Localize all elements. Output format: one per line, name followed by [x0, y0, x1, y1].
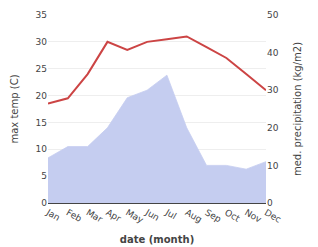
svg-text:30: 30 [36, 37, 48, 47]
svg-text:25: 25 [36, 64, 47, 74]
svg-text:50: 50 [267, 10, 279, 20]
svg-text:15: 15 [36, 118, 47, 128]
svg-text:Feb: Feb [65, 207, 84, 224]
svg-text:5: 5 [41, 171, 47, 181]
svg-text:35: 35 [36, 10, 47, 20]
svg-text:med. precipitation (kg/m2): med. precipitation (kg/m2) [292, 42, 303, 176]
svg-text:Sep: Sep [203, 207, 223, 224]
svg-text:40: 40 [267, 48, 279, 58]
svg-text:Jul: Jul [163, 207, 178, 222]
svg-text:10: 10 [36, 144, 48, 154]
svg-text:10: 10 [267, 161, 279, 171]
svg-text:20: 20 [36, 91, 48, 101]
svg-text:30: 30 [267, 85, 279, 95]
svg-text:Oct: Oct [223, 207, 242, 224]
svg-text:max temp (C): max temp (C) [9, 74, 20, 143]
svg-text:Aug: Aug [183, 207, 203, 224]
svg-text:Dec: Dec [263, 207, 283, 224]
svg-text:May: May [124, 207, 146, 225]
svg-text:Jan: Jan [44, 207, 62, 223]
svg-text:Jun: Jun [143, 207, 161, 223]
svg-text:0: 0 [41, 198, 47, 208]
svg-text:Apr: Apr [104, 207, 123, 224]
svg-text:0: 0 [267, 198, 273, 208]
svg-text:date (month): date (month) [120, 234, 194, 245]
svg-text:20: 20 [267, 123, 279, 133]
svg-text:Nov: Nov [243, 207, 264, 225]
svg-text:Mar: Mar [84, 207, 104, 224]
